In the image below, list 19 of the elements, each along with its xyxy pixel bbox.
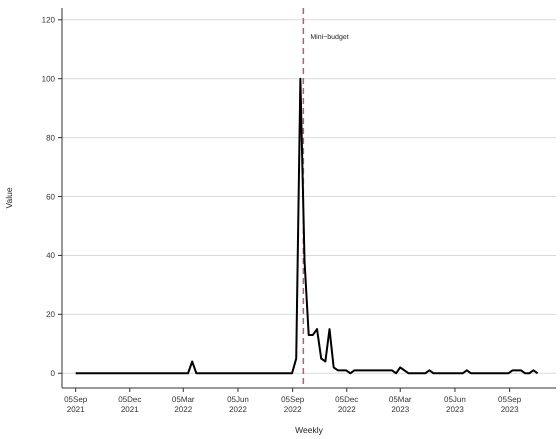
y-tick-label: 80 <box>46 133 56 142</box>
y-tick-label: 0 <box>50 369 56 378</box>
x-tick-label: 05Jun 2023 <box>444 395 466 414</box>
y-tick-label: 40 <box>46 251 56 260</box>
x-axis-title: Weekly <box>295 425 324 435</box>
x-tick-label: 05Sep 2023 <box>498 395 522 414</box>
y-axis-title: Value <box>4 187 14 209</box>
y-tick-label: 60 <box>46 192 56 202</box>
y-tick-label: 100 <box>42 74 56 84</box>
x-tick-label: 05Dec 2021 <box>118 395 142 414</box>
line-series <box>74 78 539 374</box>
x-tick-label: 05Mar 2023 <box>388 395 412 414</box>
x-tick-label: 05Dec 2022 <box>335 395 358 414</box>
y-tick-label: 120 <box>42 16 56 25</box>
x-tick-label: 05Mar 2022 <box>172 395 195 414</box>
x-tick-label: 05Jun 2022 <box>227 395 249 414</box>
x-tick-label: 05Sep 2021 <box>64 395 88 414</box>
x-tick-label: 05Sep 2022 <box>281 395 305 414</box>
y-tick-label: 20 <box>46 310 56 320</box>
